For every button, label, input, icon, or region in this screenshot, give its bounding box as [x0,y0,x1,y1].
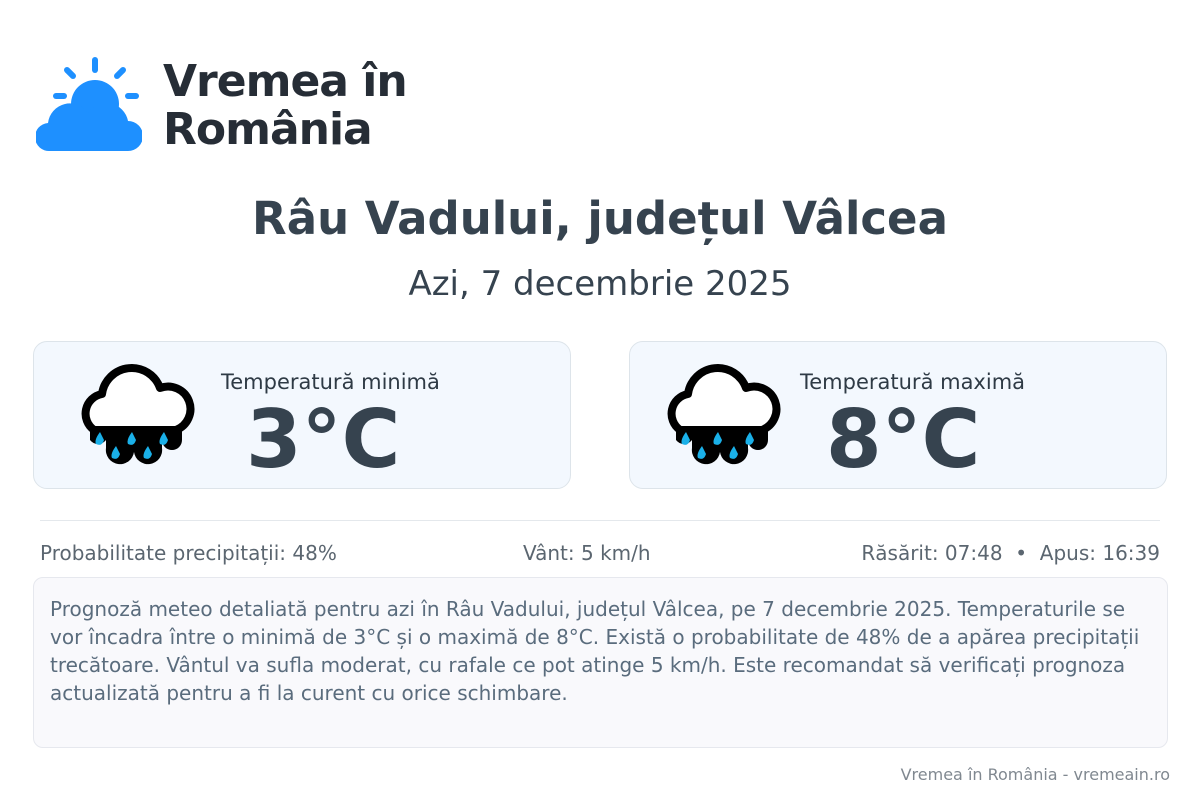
sun-cloud-icon [36,57,142,152]
rain-cloud-icon [667,364,781,465]
wind-speed: Vânt: 5 km/h [523,541,651,565]
forecast-date: Azi, 7 decembrie 2025 [408,264,792,304]
page-title: Râu Vadului, județul Vâlcea [252,192,948,245]
rain-cloud-icon [81,364,195,465]
divider [40,520,1160,521]
min-temperature-value: 3°C [246,393,401,486]
precipitation-probability: Probabilitate precipitații: 48% [40,541,337,565]
logo: Vremea în România [36,54,408,154]
footer-credit: Vremea în România - vremeain.ro [900,765,1170,784]
min-temperature-label: Temperatură minimă [221,370,440,394]
max-temperature-value: 8°C [826,393,981,486]
logo-text: Vremea în România [163,56,408,155]
min-temperature-card: Temperatură minimă 3°C [33,341,571,489]
max-temperature-label: Temperatură maximă [800,370,1026,394]
max-temperature-card: Temperatură maximă 8°C [629,341,1167,489]
logo-line2: România [163,104,373,155]
sunrise-sunset: Răsărit: 07:48 • Apus: 16:39 [861,541,1160,565]
forecast-description: Prognoză meteo detaliată pentru azi în R… [33,577,1168,748]
logo-line1: Vremea în [163,56,408,107]
